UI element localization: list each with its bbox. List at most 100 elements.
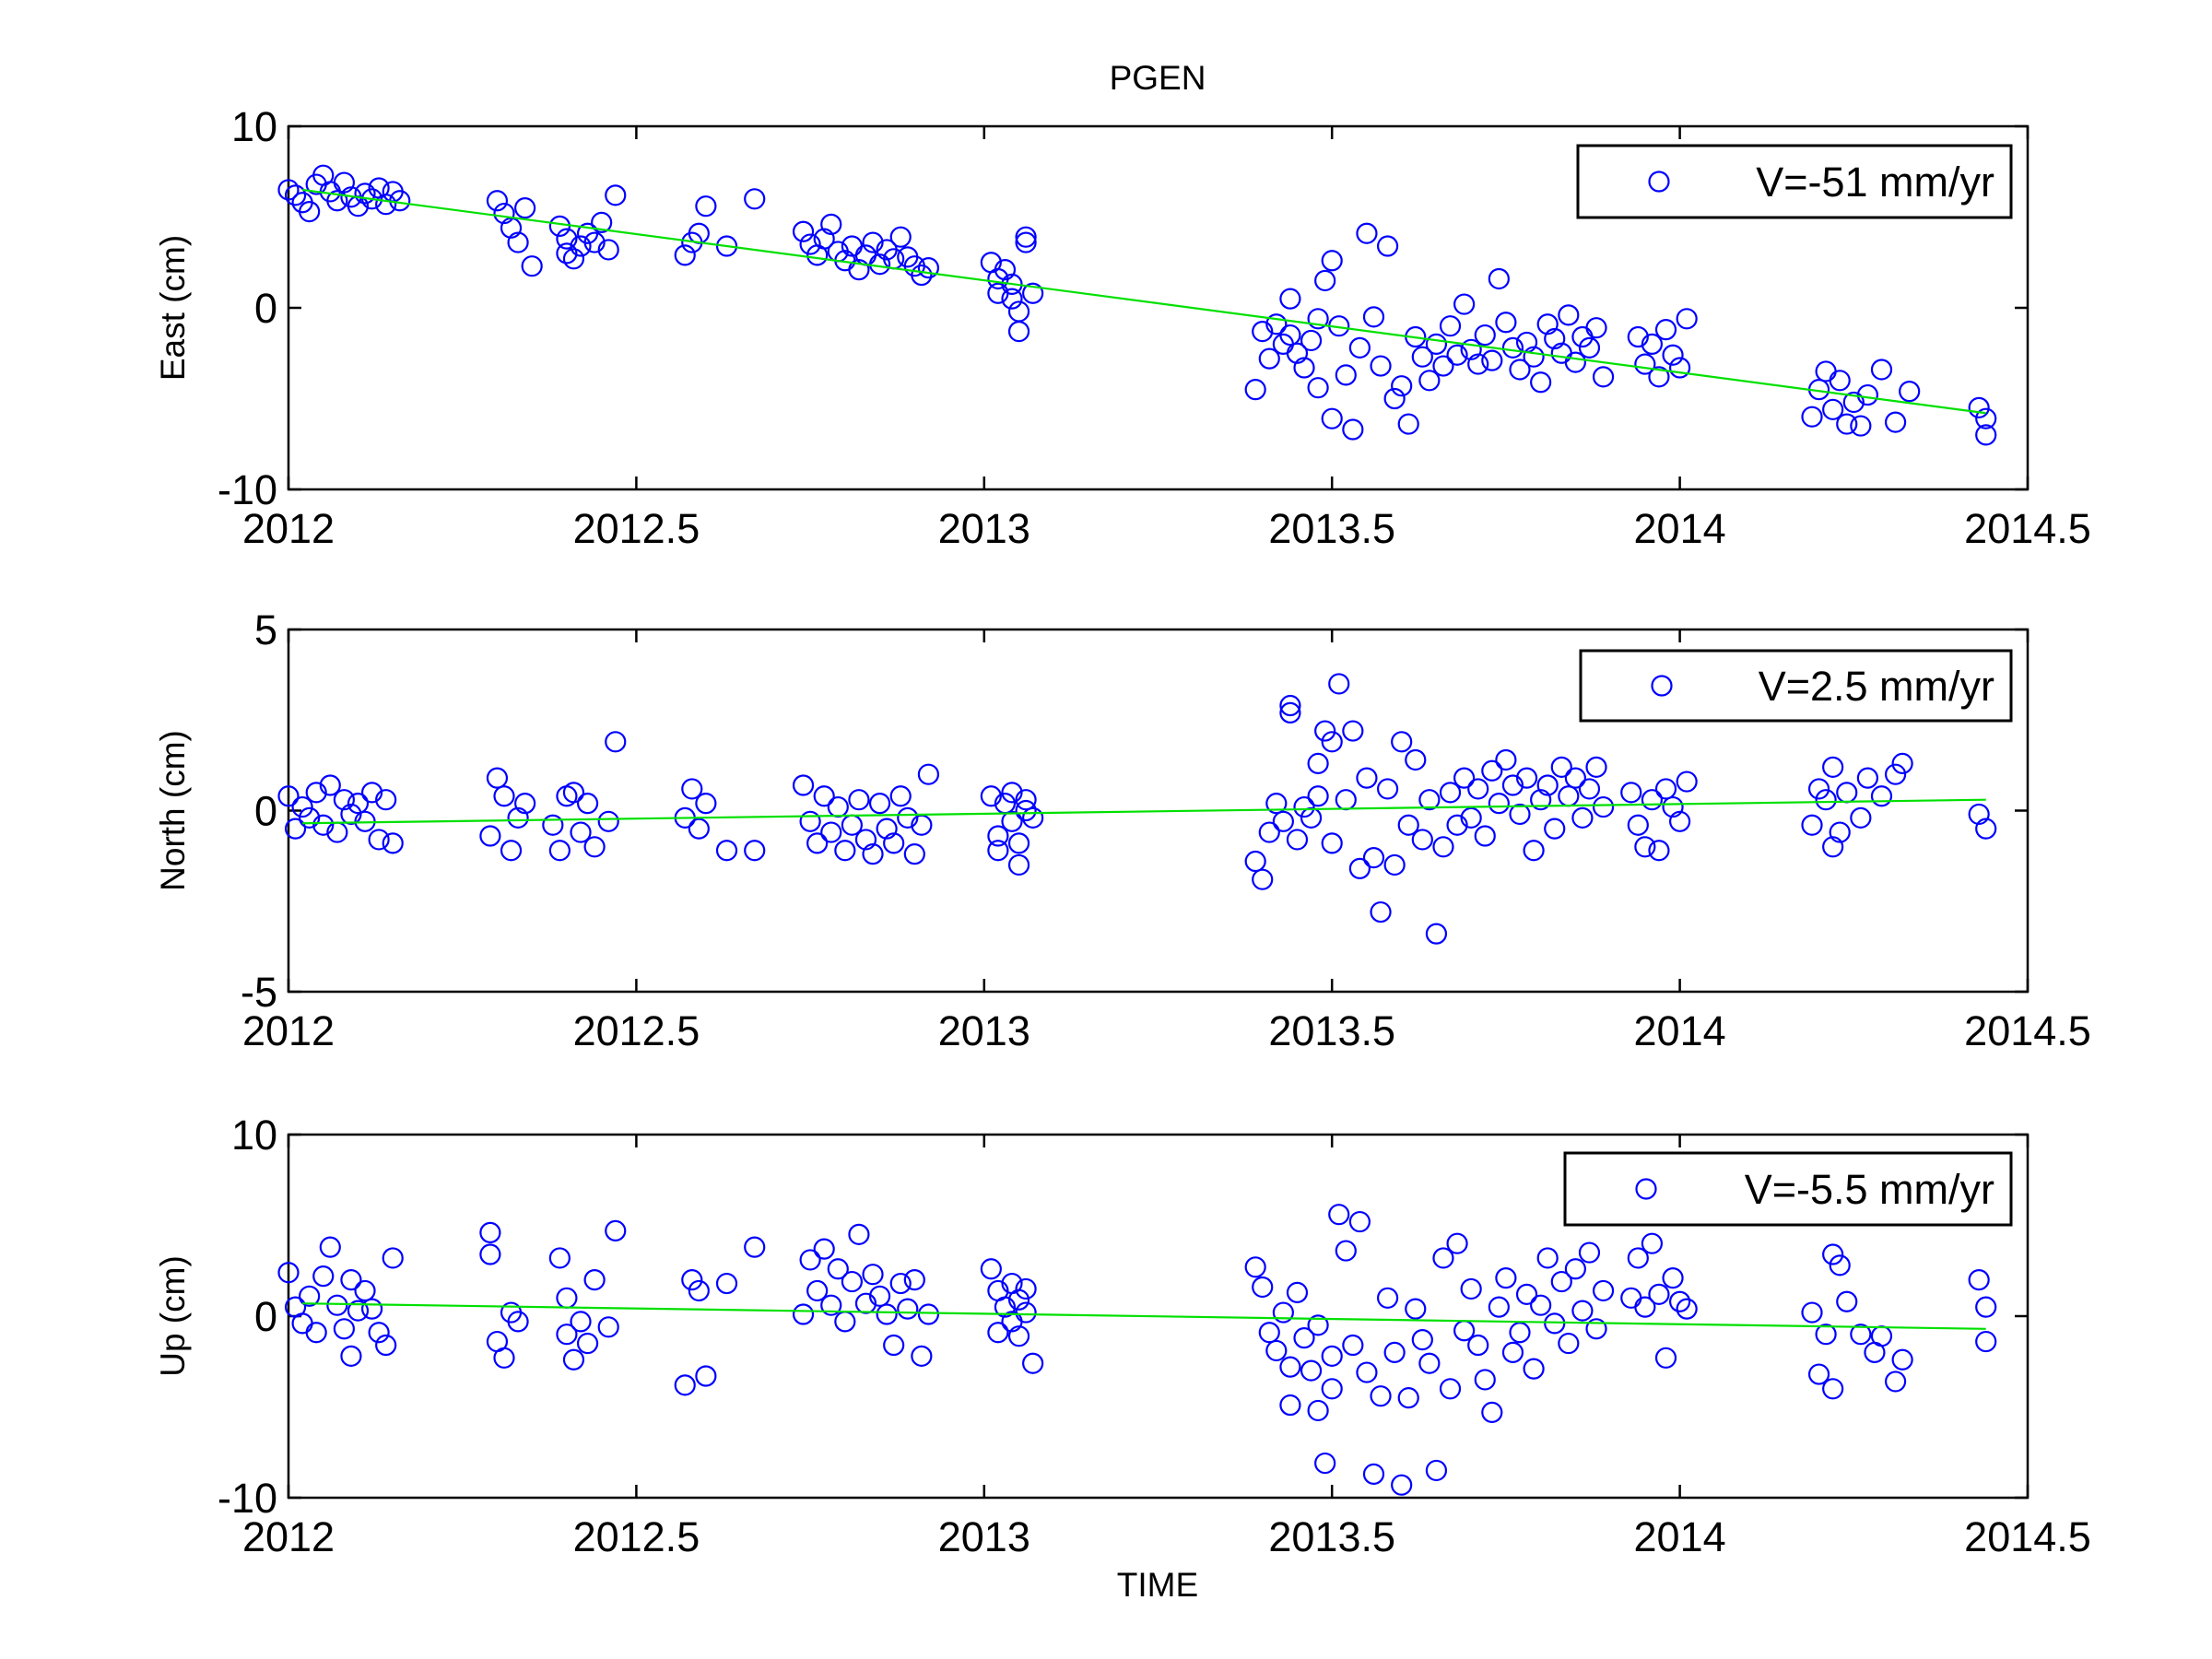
- up-data-point: [1418, 1352, 1441, 1374]
- north-data-point: [284, 818, 307, 840]
- up-data-point: [368, 1322, 390, 1344]
- north-x-tick-label: 2014.5: [1964, 1007, 2091, 1054]
- north-data-point: [1314, 720, 1336, 742]
- north-data-point: [312, 814, 335, 836]
- north-data-point: [987, 825, 1009, 847]
- up-data-point: [834, 1311, 856, 1333]
- east-data-point: [1356, 222, 1378, 244]
- north-data-point: [1801, 814, 1823, 836]
- north-data-point: [1425, 923, 1448, 945]
- up-data-point: [597, 1316, 619, 1338]
- north-data-point: [1376, 778, 1399, 800]
- north-data-point: [1668, 810, 1691, 832]
- east-data-point: [486, 190, 509, 212]
- north-data-point: [1530, 789, 1552, 811]
- east-data-point: [1884, 411, 1907, 433]
- north-data-point: [319, 774, 341, 796]
- up-data-point: [1425, 1459, 1448, 1482]
- up-data-point: [1432, 1247, 1454, 1269]
- north-data-point: [897, 806, 919, 829]
- east-data-point: [1279, 324, 1301, 347]
- up-x-tick-label: 2014.5: [1964, 1513, 2091, 1560]
- east-data-points: [277, 164, 1997, 446]
- north-data-point: [1884, 763, 1907, 785]
- east-data-point: [277, 179, 300, 201]
- north-data-point: [1578, 778, 1601, 800]
- north-data-point: [1362, 846, 1385, 869]
- up-data-point: [1968, 1268, 1990, 1291]
- east-data-point: [1856, 383, 1878, 406]
- north-data-point: [1634, 836, 1656, 858]
- east-data-point: [792, 220, 815, 242]
- east-data-point: [1627, 325, 1649, 348]
- east-data-point: [354, 182, 376, 205]
- east-data-point: [1467, 353, 1489, 375]
- north-data-point: [1641, 789, 1664, 811]
- east-data-point: [556, 228, 578, 250]
- up-data-point: [868, 1285, 891, 1307]
- north-data-point: [1558, 785, 1580, 807]
- up-data-point: [1509, 1322, 1531, 1344]
- east-data-point: [375, 194, 397, 216]
- up-data-point: [827, 1258, 849, 1280]
- east-data-point: [507, 231, 529, 253]
- north-x-tick-label: 2014: [1634, 1007, 1726, 1054]
- up-data-point: [1356, 1361, 1378, 1383]
- up-legend-box: [1563, 1151, 2013, 1227]
- north-data-point: [744, 840, 766, 862]
- up-data-point: [848, 1223, 870, 1245]
- east-data-point: [1411, 346, 1433, 368]
- up-data-point: [1627, 1247, 1649, 1269]
- up-data-point: [883, 1334, 905, 1357]
- east-data-point: [917, 257, 940, 279]
- up-data-point: [1293, 1327, 1315, 1349]
- north-data-point: [333, 789, 355, 811]
- up-data-point: [1244, 1256, 1266, 1278]
- up-data-point: [1446, 1232, 1468, 1254]
- east-data-point: [1558, 304, 1580, 326]
- up-data-point: [862, 1264, 884, 1286]
- up-data-point: [1439, 1378, 1462, 1400]
- up-data-point: [1258, 1322, 1280, 1344]
- north-data-point: [570, 821, 592, 843]
- x-axis-label: TIME: [1117, 1566, 1198, 1604]
- up-data-point: [813, 1238, 835, 1260]
- north-data-point: [903, 843, 925, 865]
- north-data-point: [1001, 810, 1023, 832]
- east-data-point: [1397, 413, 1419, 435]
- up-data-point: [1662, 1267, 1684, 1289]
- north-data-point: [1648, 840, 1670, 862]
- up-data-point: [1307, 1314, 1329, 1336]
- up-data-point: [1286, 1281, 1309, 1303]
- north-data-point: [1836, 782, 1858, 804]
- up-data-point: [1641, 1232, 1664, 1254]
- east-data-point: [597, 239, 619, 261]
- up-data-point: [360, 1298, 383, 1320]
- east-data-point: [1488, 267, 1510, 290]
- east-data-point: [1662, 344, 1684, 366]
- east-x-tick-label: 2013.5: [1268, 505, 1395, 552]
- up-data-point: [1501, 1341, 1524, 1364]
- east-data-point: [1307, 308, 1329, 330]
- north-data-point: [883, 832, 905, 854]
- up-data-point: [876, 1303, 898, 1325]
- up-y-tick-label: -10: [218, 1475, 277, 1522]
- up-data-point: [556, 1287, 578, 1309]
- east-data-point: [1418, 370, 1441, 392]
- east-data-point: [493, 202, 515, 225]
- up-data-point: [695, 1365, 717, 1387]
- east-data-point: [715, 235, 738, 257]
- up-data-point: [1536, 1247, 1559, 1269]
- east-data-point: [1523, 346, 1545, 368]
- north-data-point: [681, 778, 703, 800]
- up-data-point: [1530, 1294, 1552, 1316]
- east-data-point: [521, 255, 543, 277]
- up-x-tick-label: 2013: [938, 1513, 1030, 1560]
- up-data-point: [1558, 1332, 1580, 1355]
- north-data-point: [1850, 806, 1872, 829]
- east-data-point: [1578, 336, 1601, 359]
- north-data-point: [493, 785, 515, 807]
- up-data-point: [326, 1294, 348, 1316]
- north-data-point: [1446, 814, 1468, 836]
